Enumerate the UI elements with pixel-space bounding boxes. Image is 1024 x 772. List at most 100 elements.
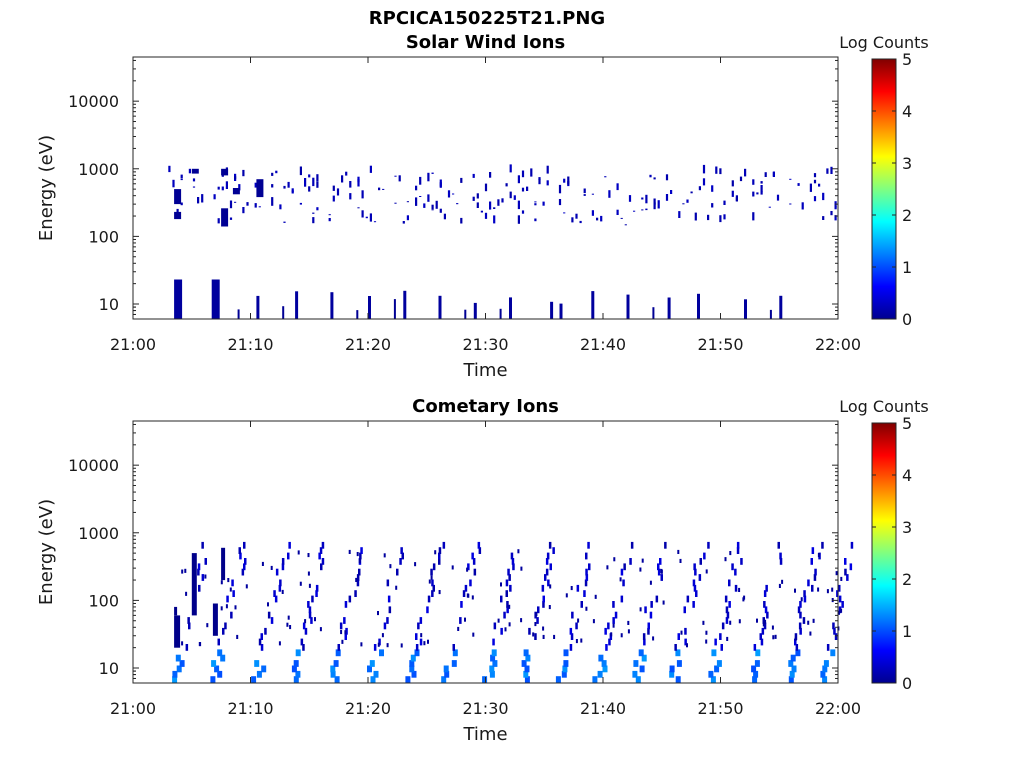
heatmap-cell <box>312 177 315 187</box>
heatmap-cell <box>314 617 316 622</box>
heatmap-cell <box>694 568 697 576</box>
heatmap-cell <box>258 638 262 646</box>
heatmap-cell <box>670 190 673 194</box>
heatmap-cell <box>677 549 680 554</box>
heatmap-cell <box>740 558 743 565</box>
heatmap-cell <box>500 582 502 587</box>
heatmap-cell <box>191 168 199 174</box>
heatmap-cell <box>302 622 306 630</box>
heatmap-cell <box>763 590 767 597</box>
heatmap-cell <box>197 568 200 576</box>
heatmap-cell <box>836 590 839 597</box>
heatmap-cell <box>214 665 220 673</box>
cometary-heatmap-cells <box>172 541 854 683</box>
heatmap-cell <box>383 622 387 630</box>
heatmap-cell <box>308 606 312 614</box>
heatmap-cell <box>289 625 292 630</box>
heatmap-cell <box>330 665 336 673</box>
heatmap-cell <box>665 194 669 201</box>
heatmap-cell <box>686 595 690 603</box>
heatmap-cell <box>777 541 780 549</box>
heatmap-cell <box>639 567 642 572</box>
heatmap-cell <box>542 626 545 631</box>
heatmap-cell <box>401 552 404 560</box>
heatmap-cell <box>649 580 652 585</box>
heatmap-cell <box>389 564 392 569</box>
heatmap-cell <box>760 181 763 184</box>
heatmap-cell <box>419 176 422 185</box>
heatmap-cell <box>510 552 514 560</box>
heatmap-cell <box>811 584 814 592</box>
heatmap-cell <box>293 660 299 667</box>
heatmap-cell <box>647 627 650 635</box>
heatmap-cell <box>526 186 529 191</box>
heatmap-cell <box>555 676 561 683</box>
heatmap-cell <box>620 595 624 603</box>
heatmap-cell <box>312 212 315 214</box>
y-tick-label: 1000 <box>78 160 119 179</box>
heatmap-cell <box>358 559 361 564</box>
heatmap-cell <box>677 633 680 640</box>
heatmap-cell <box>520 566 523 571</box>
heatmap-cell <box>756 192 759 195</box>
heatmap-cell <box>505 590 508 597</box>
heatmap-cell <box>719 633 722 640</box>
heatmap-cell <box>438 590 441 595</box>
heatmap-cell <box>620 217 623 219</box>
heatmap-cell <box>192 178 196 182</box>
heatmap-cell <box>609 633 613 640</box>
heatmap-cell <box>172 676 178 683</box>
heatmap-cell <box>492 660 498 667</box>
heatmap-cell <box>766 611 769 619</box>
heatmap-cell <box>587 541 590 549</box>
heatmap-cell <box>797 183 800 186</box>
heatmap-cell <box>761 627 765 635</box>
heatmap-cell <box>181 569 184 574</box>
heatmap-cell <box>304 627 308 635</box>
heatmap-cell <box>443 213 446 220</box>
heatmap-cell <box>694 212 697 221</box>
heatmap-cell <box>571 611 574 619</box>
heatmap-cell <box>310 617 313 624</box>
heatmap-cell <box>822 192 825 201</box>
heatmap-cell <box>711 185 714 192</box>
cometary-panel-title: Cometary Ions <box>412 396 559 417</box>
heatmap-cell <box>261 665 267 673</box>
heatmap-cell <box>612 617 615 624</box>
colorbar-tick-label: 0 <box>902 674 912 693</box>
heatmap-cell <box>360 642 363 647</box>
heatmap-cell <box>428 579 431 584</box>
heatmap-cell <box>799 611 802 619</box>
heatmap-cell <box>641 209 644 211</box>
heatmap-cell <box>300 638 304 646</box>
heatmap-cell <box>315 590 318 597</box>
heatmap-cell <box>594 594 597 599</box>
heatmap-cell <box>393 299 396 319</box>
heatmap-cell <box>477 541 481 549</box>
heatmap-cell <box>417 622 420 630</box>
heatmap-cell <box>312 217 315 224</box>
heatmap-cell <box>752 676 758 683</box>
heatmap-cell <box>229 200 233 209</box>
heatmap-cell <box>801 202 804 210</box>
heatmap-cell <box>789 203 792 205</box>
heatmap-cell <box>333 660 339 667</box>
heatmap-cell <box>807 579 810 587</box>
heatmap-cell <box>373 644 377 651</box>
heatmap-cell <box>316 181 319 188</box>
heatmap-cell <box>373 221 377 223</box>
colorbar-tick-label: 5 <box>902 414 912 433</box>
heatmap-cell <box>537 606 540 614</box>
heatmap-cell <box>439 208 442 213</box>
heatmap-cell <box>201 574 205 581</box>
colorbar-tick-label: 4 <box>902 466 912 485</box>
heatmap-cell <box>383 553 386 558</box>
heatmap-cell <box>244 558 247 565</box>
heatmap-cell <box>559 303 563 319</box>
heatmap-cell <box>419 617 423 624</box>
heatmap-cell <box>187 617 190 624</box>
colorbar-tick-label: 1 <box>902 258 912 277</box>
heatmap-cell <box>616 183 619 191</box>
heatmap-cell <box>542 601 545 608</box>
heatmap-cell <box>336 188 340 196</box>
